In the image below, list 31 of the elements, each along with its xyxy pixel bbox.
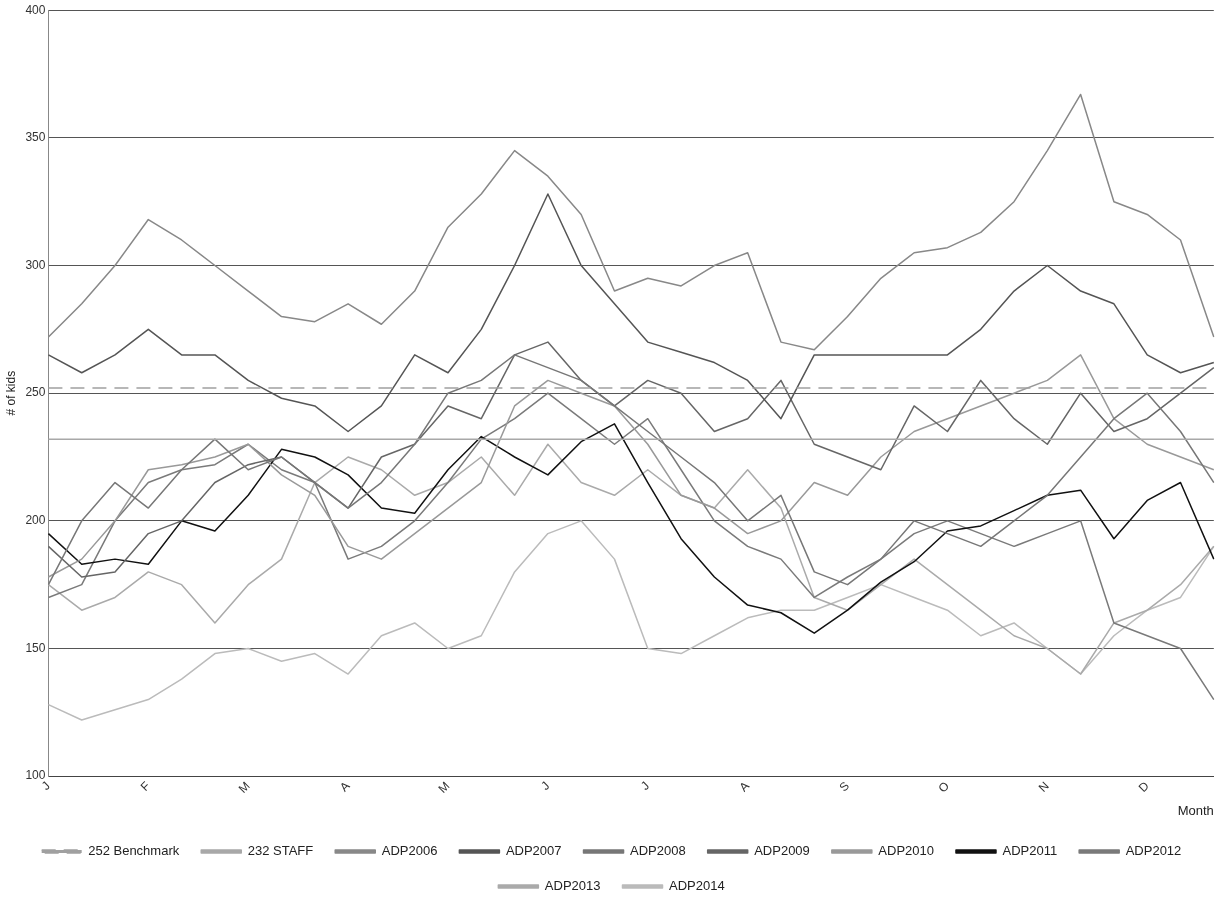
x-tick-label: J	[538, 778, 553, 793]
y-tick-label: 350	[25, 130, 46, 145]
legend-label: ADP2006	[381, 843, 438, 859]
y-tick-label: 250	[25, 385, 46, 400]
legend-label: ADP2013	[544, 878, 601, 894]
legend-label: 252 Benchmark	[88, 843, 180, 859]
legend-label: 232 STAFF	[247, 843, 314, 859]
x-tick-label: J	[638, 778, 653, 793]
x-tick-label: O	[935, 778, 952, 796]
x-tick-label: S	[836, 778, 853, 795]
x-axis-title: Month	[1177, 802, 1214, 818]
legend-label: ADP2008	[630, 843, 686, 859]
y-axis-title: # of kids	[3, 370, 18, 416]
y-tick-label: 150	[25, 640, 46, 655]
x-tick-label: F	[137, 778, 153, 794]
legend-label: ADP2011	[1002, 843, 1058, 859]
x-tick-label: M	[235, 778, 253, 796]
x-tick-label: J	[38, 778, 53, 793]
legend-label: ADP2010	[878, 843, 934, 859]
y-tick-label: 400	[25, 2, 46, 17]
legend-label: ADP2009	[754, 843, 810, 859]
y-tick-label: 300	[25, 257, 46, 272]
legend-label: ADP2012	[1125, 843, 1182, 859]
x-tick-label: A	[736, 778, 753, 795]
x-tick-label: A	[336, 778, 353, 795]
legend-label: ADP2014	[669, 878, 725, 894]
x-tick-label: N	[1035, 778, 1052, 795]
legend-label: ADP2007	[505, 843, 562, 859]
y-tick-label: 200	[25, 513, 46, 528]
x-tick-label: M	[435, 778, 453, 796]
x-tick-label: D	[1135, 778, 1152, 795]
